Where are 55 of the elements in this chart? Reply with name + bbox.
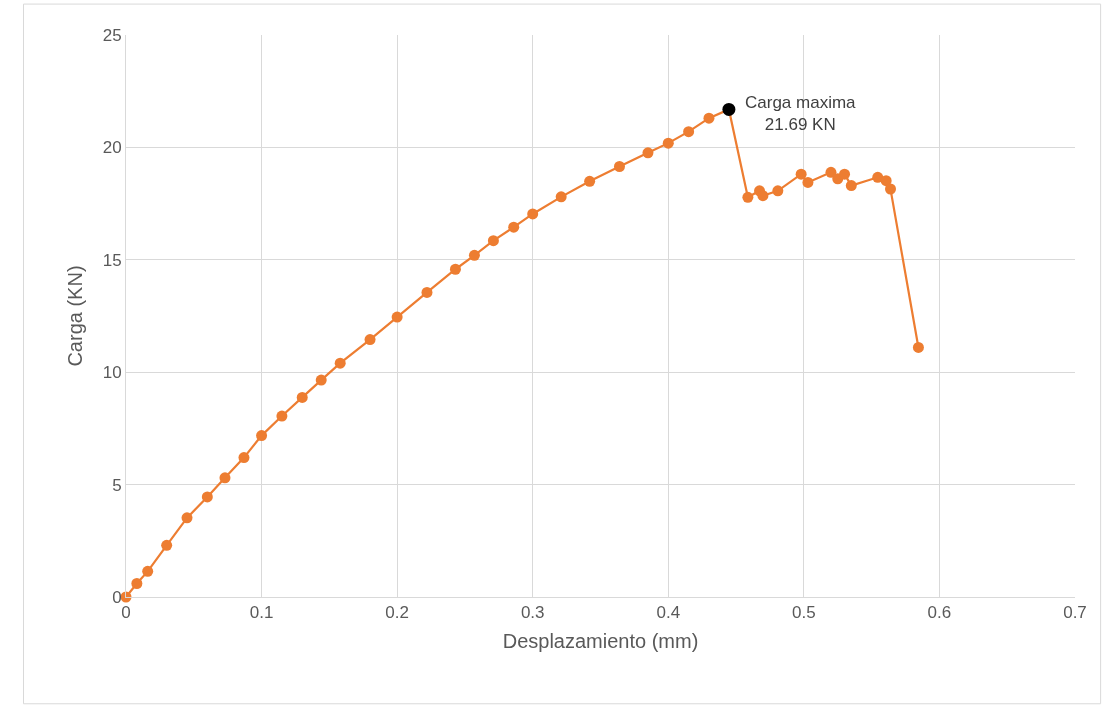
point (449, 263, 461, 275)
point (334, 357, 346, 369)
point (142, 565, 154, 577)
y-tick-label: 25 (102, 25, 122, 45)
x-tick-label: 0.7 (1063, 603, 1087, 623)
point (131, 578, 143, 590)
y-tick-label: 15 (102, 250, 122, 270)
x-axis-title: Desplazamiento (mm) (502, 629, 699, 652)
point (181, 512, 193, 524)
point (683, 126, 695, 138)
point (912, 341, 924, 353)
point (364, 334, 376, 346)
x-tick-label: 0.3 (520, 603, 545, 623)
point (391, 311, 403, 323)
point (642, 147, 654, 159)
point (825, 166, 837, 178)
point (555, 191, 567, 203)
x-tick-label: 0.4 (656, 603, 681, 623)
x-tick-label: 0.5 (792, 603, 816, 623)
y-tick-label: 0 (112, 587, 122, 607)
point (872, 171, 884, 183)
point (742, 191, 754, 203)
point (487, 235, 499, 247)
point (839, 168, 851, 180)
point (802, 176, 814, 188)
point (276, 410, 288, 422)
point (201, 491, 213, 503)
y-tick-label: 5 (112, 475, 122, 495)
point (884, 183, 896, 195)
point (527, 208, 539, 220)
point (845, 180, 857, 192)
y-axis-title: Carga (KN) (64, 265, 87, 367)
point (662, 137, 674, 149)
x-tick-label: 0.2 (385, 603, 409, 623)
point (772, 185, 784, 197)
point (508, 221, 520, 233)
x-tick-label: 0.1 (249, 603, 274, 623)
point (468, 249, 480, 261)
point (219, 472, 231, 484)
point (613, 161, 625, 173)
point (757, 190, 769, 202)
point (161, 539, 173, 551)
point (795, 168, 807, 180)
point (315, 374, 327, 386)
annotation: Carga maxima 21.69 KN (745, 93, 857, 135)
point (584, 175, 596, 187)
point (238, 452, 250, 464)
point (421, 286, 433, 298)
y-tick-label: 10 (102, 363, 122, 383)
point (703, 112, 715, 124)
x-tick-label: 0.6 (927, 603, 952, 623)
y-tick-label: 20 (102, 138, 122, 158)
point (880, 175, 892, 187)
point (296, 391, 308, 403)
point (256, 430, 268, 442)
